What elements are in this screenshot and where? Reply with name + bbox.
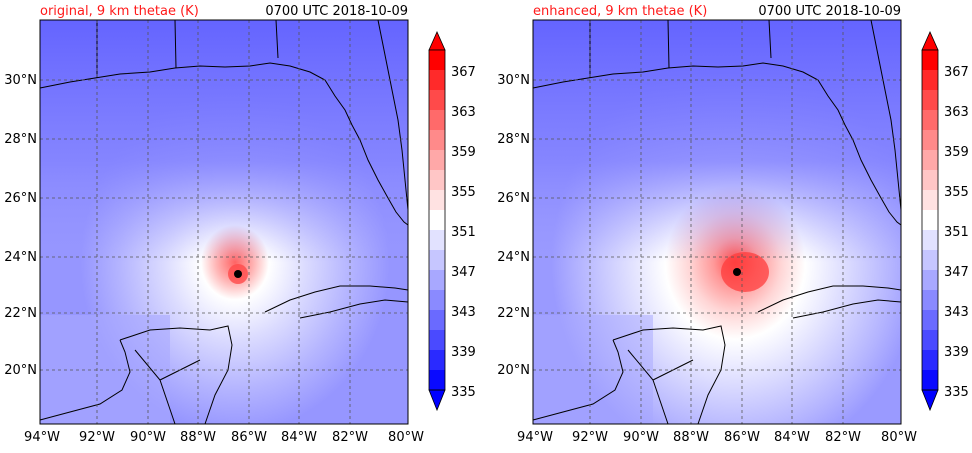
panel-title-left: enhanced, 9 km thetae (K): [533, 4, 707, 19]
panel-timestamp: 0700 UTC 2018-10-09: [758, 4, 901, 19]
yucatan: [532, 325, 726, 425]
colorbar-tick: 363: [944, 105, 969, 120]
lon-tick: 86°W: [231, 430, 267, 445]
lon-tick: 92°W: [79, 430, 115, 445]
lat-tick: 22°N: [4, 306, 37, 321]
map-frame: [39, 19, 409, 425]
cuba-south: [792, 299, 902, 319]
lat-tick: 30°N: [4, 73, 37, 88]
colorbar-tick: 367: [451, 65, 476, 80]
lat-tick: 28°N: [4, 132, 37, 147]
lon-tick: 88°W: [180, 430, 216, 445]
lat-tick: 24°N: [4, 250, 37, 265]
lon-tick: 90°W: [130, 430, 166, 445]
gulf-coast-north: [39, 62, 409, 226]
colorbar-tick: 339: [451, 345, 476, 360]
gridlines: [533, 20, 901, 424]
panel-title-left: original, 9 km thetae (K): [40, 4, 199, 19]
coastlines: [532, 19, 902, 425]
storm-center-marker: [733, 268, 741, 276]
lon-tick: 92°W: [572, 430, 608, 445]
cuba-south: [299, 299, 409, 319]
lon-tick: 86°W: [724, 430, 760, 445]
southwest-cool-patch: [533, 315, 653, 424]
colorbar-tick: 343: [451, 305, 476, 320]
colorbar-tick: 347: [451, 265, 476, 280]
lat-tick: 26°N: [4, 191, 37, 206]
map-area: [39, 19, 409, 425]
colorbar: 367 363 359 355 351 347 343 339 335: [921, 31, 969, 412]
lat-tick: 20°N: [4, 363, 37, 378]
colorbar-tick: 351: [451, 225, 476, 240]
cuba-north: [264, 285, 409, 313]
map-frame: [532, 19, 902, 425]
lon-tick: 80°W: [388, 430, 424, 445]
lat-tick: 26°N: [497, 191, 530, 206]
southwest-cool-patch: [40, 315, 170, 424]
lon-tick: 82°W: [332, 430, 368, 445]
colorbar-tick: 359: [451, 145, 476, 160]
colorbar-max-arrow: [921, 31, 939, 51]
coastlines: [39, 19, 409, 425]
lon-tick: 90°W: [623, 430, 659, 445]
colorbar-min-arrow: [428, 389, 446, 412]
lon-tick: 88°W: [673, 430, 709, 445]
colorbar-min-arrow: [921, 389, 939, 412]
colorbar-tick: 335: [451, 385, 476, 400]
storm-center-marker: [234, 270, 242, 278]
colorbar-tick: 339: [944, 345, 969, 360]
latitude-axis: 30°N 28°N 26°N 24°N 22°N 20°N: [497, 73, 530, 378]
colorbar-tick: 355: [451, 185, 476, 200]
map-area: [532, 19, 902, 425]
colorbar-frame: [921, 49, 939, 391]
latitude-axis: 30°N 28°N 26°N 24°N 22°N 20°N: [4, 73, 37, 378]
lon-tick: 84°W: [281, 430, 317, 445]
panel-original: original, 9 km thetae (K) 0700 UTC 2018-…: [4, 4, 476, 445]
lat-tick: 20°N: [497, 363, 530, 378]
colorbar-tick: 363: [451, 105, 476, 120]
colorbar-tick: 347: [944, 265, 969, 280]
lat-tick: 24°N: [497, 250, 530, 265]
panel-enhanced: enhanced, 9 km thetae (K) 0700 UTC 2018-…: [497, 4, 969, 445]
florida-east-coast: [377, 19, 409, 211]
colorbar-frame: [428, 49, 446, 391]
storm-core: [721, 252, 769, 292]
panel-timestamp: 0700 UTC 2018-10-09: [265, 4, 408, 19]
colorbar-max-arrow: [428, 31, 446, 51]
gulf-coast-north: [532, 62, 902, 226]
longitude-axis: 94°W 92°W 90°W 88°W 86°W 84°W 82°W 80°W: [24, 430, 424, 445]
lat-tick: 28°N: [497, 132, 530, 147]
cuba-north: [757, 285, 902, 313]
colorbar-tick: 359: [944, 145, 969, 160]
colorbar-tick: 343: [944, 305, 969, 320]
florida-east-coast: [870, 19, 902, 211]
lon-tick: 80°W: [881, 430, 917, 445]
colorbar-tick: 351: [944, 225, 969, 240]
lon-tick: 94°W: [24, 430, 60, 445]
lat-tick: 22°N: [497, 306, 530, 321]
colorbar-tick: 355: [944, 185, 969, 200]
colorbar-tick: 335: [944, 385, 969, 400]
gridlines: [40, 20, 408, 424]
lat-tick: 30°N: [497, 73, 530, 88]
lon-tick: 82°W: [825, 430, 861, 445]
lon-tick: 84°W: [774, 430, 810, 445]
colorbar: 367 363 359 355 351 347 343 339 335: [428, 31, 476, 412]
lon-tick: 94°W: [517, 430, 553, 445]
colorbar-tick: 367: [944, 65, 969, 80]
longitude-axis: 94°W 92°W 90°W 88°W 86°W 84°W 82°W 80°W: [517, 430, 917, 445]
yucatan: [39, 325, 233, 425]
